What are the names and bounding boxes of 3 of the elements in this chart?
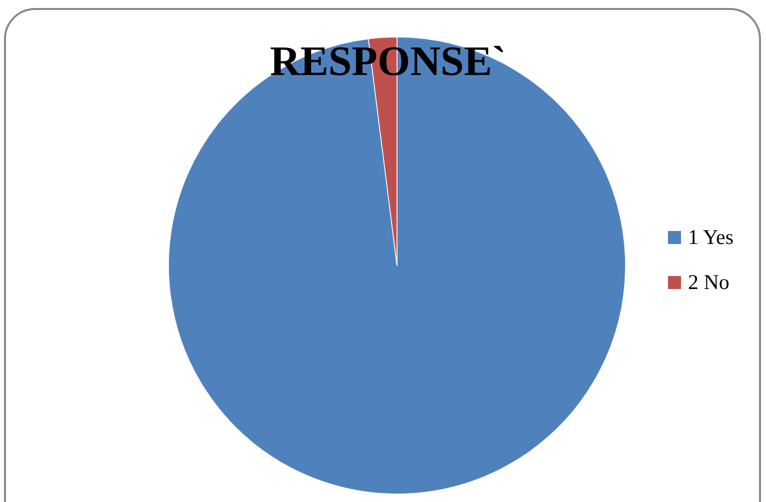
legend-label: 2 No	[688, 270, 730, 294]
legend-label: 1 Yes	[688, 225, 734, 249]
pie-slice	[168, 36, 626, 494]
